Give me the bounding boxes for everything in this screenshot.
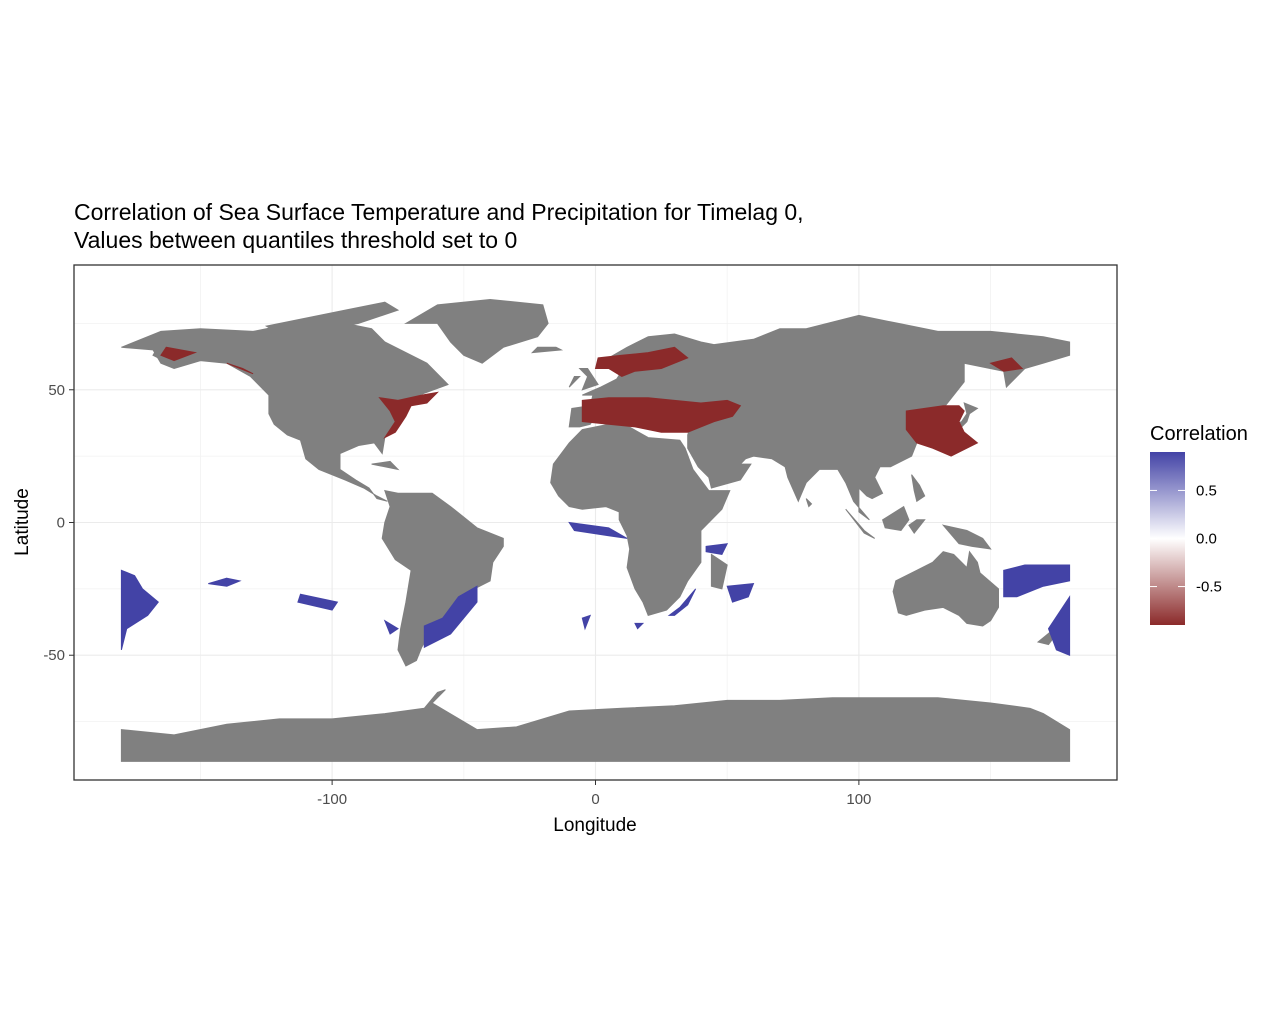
chart-title-line-1: Correlation of Sea Surface Temperature a… bbox=[74, 199, 804, 225]
correlation-cell bbox=[594, 346, 689, 378]
correlation-cell bbox=[581, 397, 742, 433]
correlation-cell bbox=[120, 569, 159, 651]
land-cell bbox=[530, 346, 564, 354]
y-tick-label: -50 bbox=[43, 647, 65, 664]
land-cell bbox=[578, 368, 599, 391]
x-tick-label: -100 bbox=[317, 791, 347, 808]
correlation-cell bbox=[1003, 564, 1071, 598]
correlation-cell bbox=[705, 543, 729, 555]
land-cell bbox=[892, 550, 999, 627]
correlation-cell bbox=[634, 622, 645, 630]
y-axis: -50 0 50 bbox=[43, 382, 74, 664]
x-tick-label: 0 bbox=[591, 791, 599, 808]
land-cell bbox=[805, 498, 813, 508]
legend-title: Correlation bbox=[1150, 423, 1248, 445]
x-axis: -100 0 100 bbox=[317, 780, 871, 808]
y-tick-label: 0 bbox=[57, 515, 65, 532]
legend-tick-label: 0.5 bbox=[1196, 482, 1217, 499]
chart-title-line-2: Values between quantiles threshold set t… bbox=[74, 227, 518, 253]
legend-tick-label: -0.5 bbox=[1196, 579, 1222, 596]
correlation-cell bbox=[378, 391, 439, 439]
legend: Correlation 0.5 0.0 -0.5 bbox=[1150, 423, 1248, 625]
correlation-cell bbox=[297, 593, 339, 611]
correlation-cell bbox=[208, 577, 242, 587]
correlation-cell bbox=[667, 588, 697, 616]
correlation-cell bbox=[905, 405, 979, 457]
land-layer bbox=[120, 298, 1071, 762]
correlation-cell bbox=[581, 614, 592, 631]
correlation-cell bbox=[989, 357, 1024, 372]
legend-tick-label: 0.0 bbox=[1196, 531, 1217, 548]
correlation-cell bbox=[423, 585, 478, 649]
y-tick-label: 50 bbox=[48, 382, 65, 399]
land-cell bbox=[710, 553, 728, 590]
land-cell bbox=[371, 460, 400, 471]
land-cell bbox=[121, 320, 449, 502]
correlation-cell bbox=[568, 521, 628, 539]
land-cell bbox=[404, 298, 549, 364]
x-tick-label: 100 bbox=[846, 791, 871, 808]
correlation-cell bbox=[226, 362, 254, 375]
land-cell bbox=[882, 505, 910, 532]
legend-ticks: 0.5 0.0 -0.5 bbox=[1150, 482, 1222, 596]
land-cell bbox=[264, 301, 400, 338]
land-cell bbox=[911, 474, 926, 503]
land-cell bbox=[845, 508, 876, 539]
land-cell bbox=[568, 376, 581, 388]
land-cell bbox=[941, 524, 992, 550]
correlation-cell bbox=[160, 346, 198, 362]
correlation-cell bbox=[383, 619, 399, 635]
x-axis-title: Longitude bbox=[553, 815, 636, 836]
land-cell bbox=[908, 519, 926, 534]
correlation-cell bbox=[726, 583, 755, 603]
y-axis-title: Latitude bbox=[12, 488, 33, 556]
correlation-layer bbox=[120, 346, 1071, 656]
correlation-cell bbox=[1047, 595, 1071, 656]
land-cell bbox=[120, 689, 1071, 762]
